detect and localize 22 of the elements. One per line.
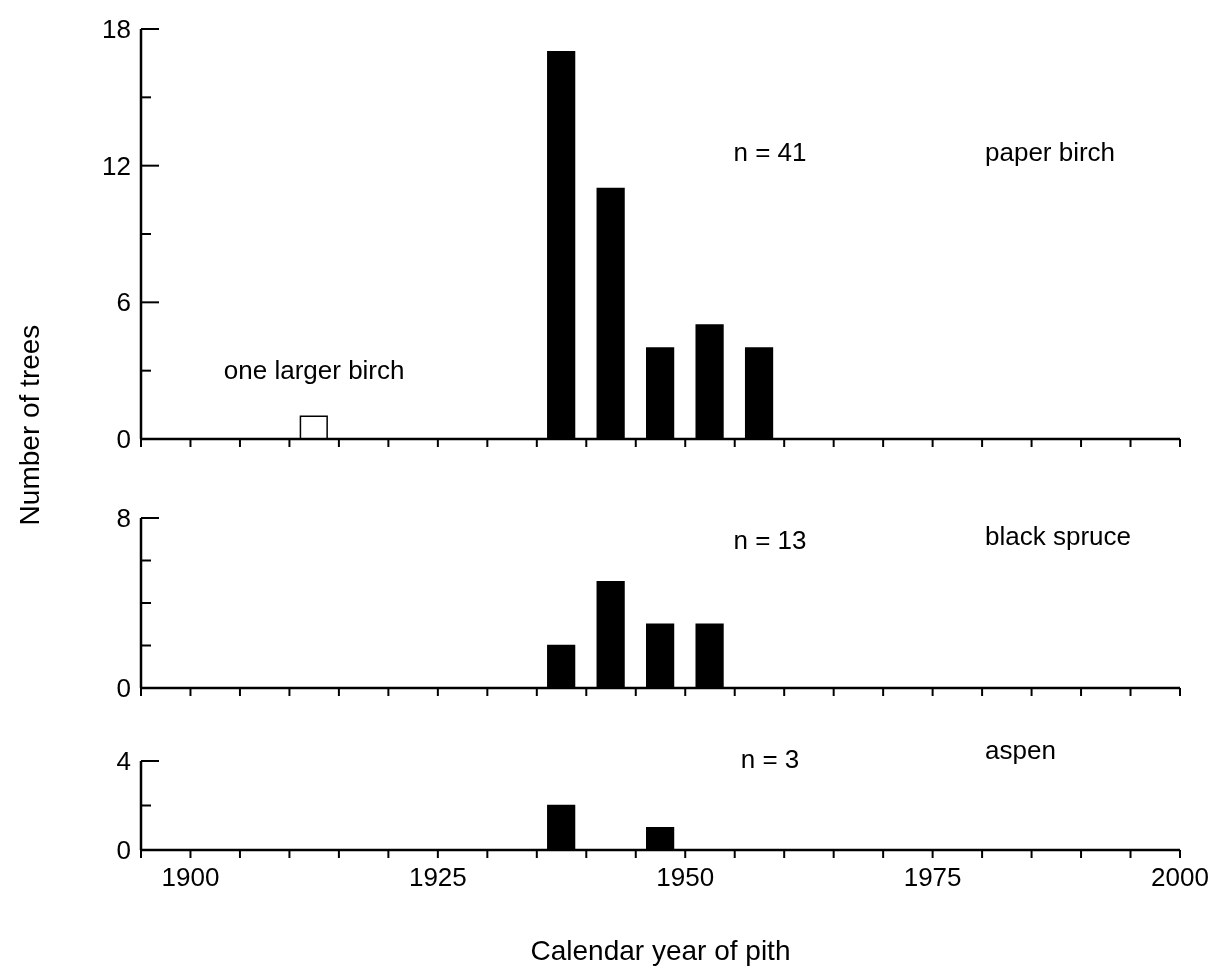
y-tick-label: 4 xyxy=(116,746,131,776)
x-tick-label: 2000 xyxy=(1151,862,1209,893)
annotation: one larger birch xyxy=(223,354,405,387)
y-tick-label: 0 xyxy=(116,835,131,865)
annotation: n = 3 xyxy=(740,743,800,775)
x-tick-label: 1900 xyxy=(161,862,220,893)
y-tick-label: 12 xyxy=(102,150,131,181)
annotation: black spruce xyxy=(985,520,1131,552)
y-tick-label: 0 xyxy=(116,424,131,454)
y-tick-label: 6 xyxy=(116,287,131,318)
x-tick-label: 1975 xyxy=(903,862,962,893)
y-axis-title: Number of trees xyxy=(14,324,46,526)
y-tick-label: 0 xyxy=(116,673,131,703)
y-tick-label: 8 xyxy=(116,503,131,533)
annotation: aspen xyxy=(985,734,1056,766)
annotation: paper birch xyxy=(985,136,1116,168)
x-tick-label: 1925 xyxy=(408,862,467,893)
x-axis-title: Calendar year of pith xyxy=(530,935,791,966)
annotation: n = 41 xyxy=(733,136,807,168)
annotation: n = 13 xyxy=(733,524,807,556)
x-tick-label: 1950 xyxy=(656,862,715,893)
y-tick-label: 18 xyxy=(102,14,131,44)
